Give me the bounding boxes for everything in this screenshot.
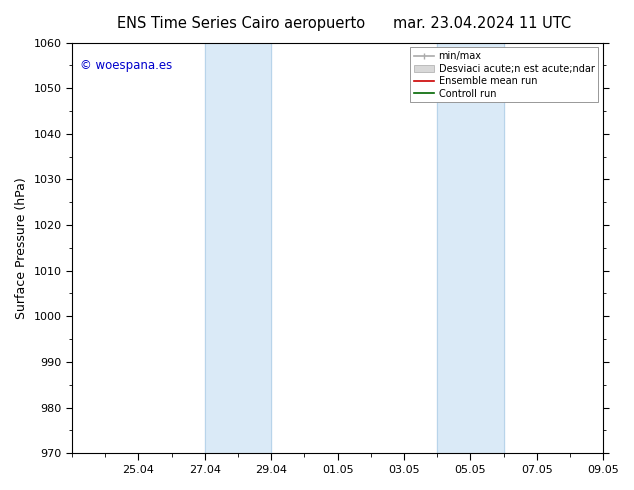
Bar xyxy=(205,43,271,453)
Y-axis label: Surface Pressure (hPa): Surface Pressure (hPa) xyxy=(15,177,28,318)
Text: © woespana.es: © woespana.es xyxy=(80,59,172,72)
Text: mar. 23.04.2024 11 UTC: mar. 23.04.2024 11 UTC xyxy=(393,16,571,31)
Bar xyxy=(437,43,503,453)
Legend: min/max, Desviaci acute;n est acute;ndar, Ensemble mean run, Controll run: min/max, Desviaci acute;n est acute;ndar… xyxy=(410,48,598,102)
Text: ENS Time Series Cairo aeropuerto: ENS Time Series Cairo aeropuerto xyxy=(117,16,365,31)
